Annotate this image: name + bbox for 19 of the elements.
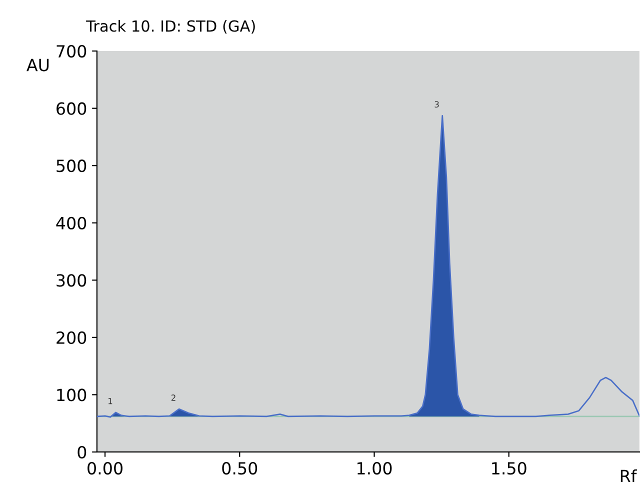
y-tick-label: 200 (56, 331, 86, 344)
annotation: 2 (171, 394, 176, 401)
annotation: 3 (434, 101, 439, 108)
y-tick-label: 600 (56, 102, 86, 115)
y-tick-label: 0 (78, 446, 86, 459)
x-tick-label: 0.00 (88, 462, 122, 475)
x-axis-title: Rf (620, 469, 638, 482)
x-tick-label: 1.50 (492, 462, 526, 475)
x-tick-label: 0.50 (222, 462, 258, 475)
y-axis-title: AU (26, 58, 49, 72)
x-tick-label: 1.00 (358, 462, 392, 475)
y-tick-label: 500 (56, 160, 86, 172)
annotation: 1 (108, 398, 112, 404)
y-tick-label: 300 (56, 274, 86, 287)
y-tick-label: 700 (56, 44, 86, 58)
y-tick-label: 100 (57, 388, 86, 402)
line-series (96, 115, 640, 418)
chart-title: Track 10. ID: STD (GA) (86, 20, 255, 34)
y-tick-label: 400 (56, 216, 86, 230)
